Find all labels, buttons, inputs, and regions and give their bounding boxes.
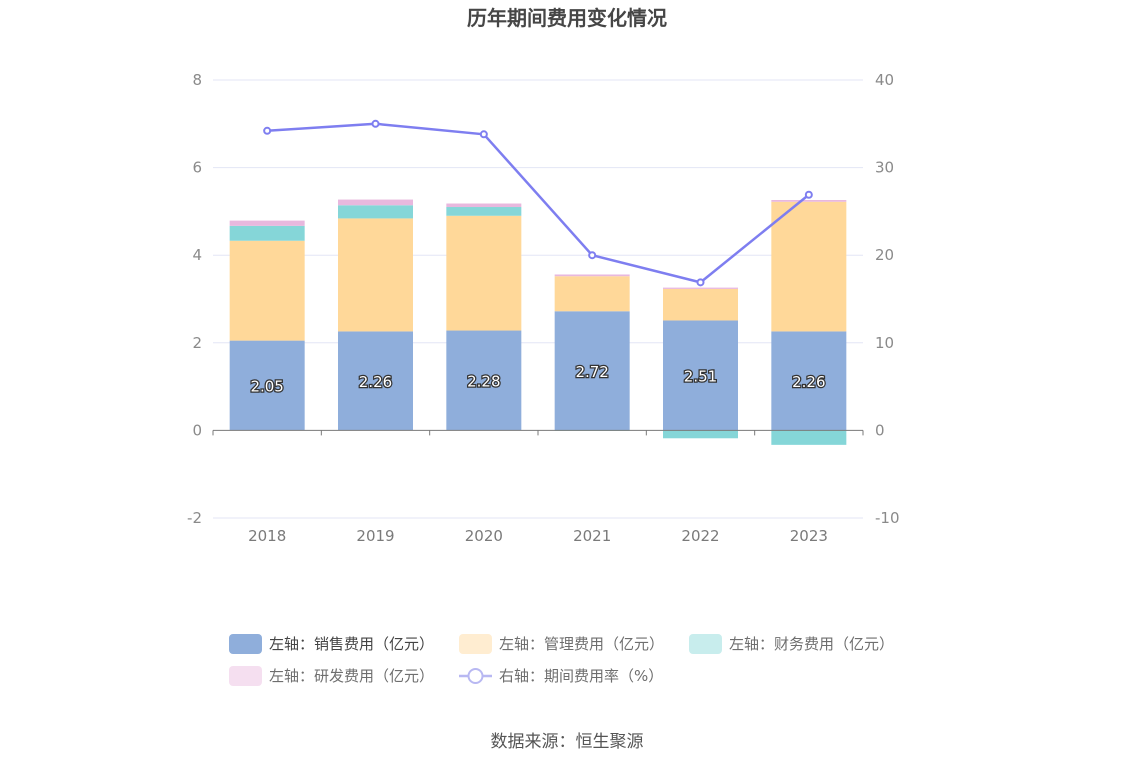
rate-point: [263, 126, 272, 135]
bar-segment: [663, 320, 738, 431]
legend-swatch: [689, 634, 722, 654]
y-right-tick-label: 30: [875, 159, 894, 177]
y-right-tick-label: 40: [875, 71, 894, 89]
bar-segment: [338, 218, 413, 332]
rate-line-series: [263, 119, 813, 287]
bar-value-label: 2.05: [250, 378, 283, 396]
bar-segment: [338, 331, 413, 431]
x-tick-label: 2019: [356, 527, 394, 545]
rate-point: [371, 119, 380, 128]
legend-label: 左轴：销售费用（亿元）: [269, 635, 434, 653]
bar-segment: [446, 203, 522, 208]
legend-item[interactable]: 右轴：期间费用率（%）: [459, 667, 663, 685]
bar-segment: [771, 430, 847, 445]
rate-point: [479, 130, 488, 139]
bar-segment: [338, 199, 413, 206]
legend: 左轴：销售费用（亿元） 左轴：管理费用（亿元） 左轴：财务费用（亿元） 左轴：研发费用…: [229, 634, 894, 686]
bar-segment: [446, 330, 522, 431]
bar-segment: [771, 201, 847, 332]
y-right-tick-label: 10: [875, 334, 894, 352]
bar-segment: [229, 225, 305, 241]
legend-item[interactable]: 左轴：财务费用（亿元）: [689, 634, 894, 654]
legend-label: 左轴：研发费用（亿元）: [269, 667, 434, 685]
legend-item[interactable]: 左轴：研发费用（亿元）: [229, 666, 434, 686]
y-left-tick-label: 4: [192, 246, 202, 264]
legend-marker: [467, 668, 484, 684]
y-right-tick-label: 0: [875, 421, 885, 439]
x-tick-label: 2021: [573, 527, 611, 545]
bar-value-label: 2.26: [359, 373, 392, 391]
x-tick-label: 2018: [248, 527, 286, 545]
bar-segment: [663, 288, 738, 321]
bar-segment: [771, 200, 847, 202]
bar-segment: [554, 274, 630, 277]
bar-segment: [663, 287, 738, 289]
rate-point: [696, 278, 705, 287]
bar-segment: [446, 207, 522, 216]
rate-line: [267, 122, 810, 284]
source-note: 数据来源：恒生聚源: [491, 732, 644, 752]
y-axis-right: -10 0 10 20 30 40: [875, 71, 900, 527]
y-right-tick-label: 20: [875, 246, 894, 264]
y-left-tick-label: -2: [187, 509, 202, 527]
y-left-tick-label: 2: [192, 334, 202, 352]
bar-segment: [229, 240, 305, 341]
rate-point: [588, 251, 597, 260]
y-axis-left: -2 0 2 4 6 8: [187, 71, 202, 527]
bar-segment: [229, 340, 305, 431]
x-axis: 2018 2019 2020 2021 2022 2023: [212, 429, 864, 545]
bar-value-label: 2.26: [792, 373, 825, 391]
bar-value-label: 2.72: [575, 363, 608, 381]
legend-item[interactable]: 左轴：销售费用（亿元）: [229, 634, 434, 654]
bar-segment: [771, 331, 847, 431]
x-tick-label: 2022: [681, 527, 719, 545]
legend-label: 左轴：财务费用（亿元）: [729, 635, 894, 653]
chart-title: 历年期间费用变化情况: [467, 6, 667, 30]
bar-segment: [554, 276, 630, 312]
bar-series: [229, 199, 847, 445]
bar-segment: [229, 220, 305, 226]
y-left-tick-label: 8: [192, 71, 202, 89]
legend-swatch: [459, 634, 492, 654]
bar-segment: [554, 311, 630, 431]
bar-segment: [446, 215, 522, 331]
data-labels: 2.05 2.26 2.28 2.72 2.51 2.26: [249, 362, 827, 397]
grid-lines: [213, 79, 863, 519]
bar-value-label: 2.28: [467, 372, 500, 390]
bar-segment: [663, 430, 738, 439]
y-left-tick-label: 6: [192, 159, 202, 177]
y-right-tick-label: -10: [875, 509, 900, 527]
legend-item[interactable]: 左轴：管理费用（亿元）: [459, 634, 664, 654]
x-tick-label: 2020: [465, 527, 503, 545]
x-tick-label: 2023: [790, 527, 828, 545]
legend-label: 左轴：管理费用（亿元）: [499, 635, 664, 653]
bar-value-label: 2.51: [684, 367, 717, 385]
legend-swatch: [229, 634, 262, 654]
rate-point: [804, 190, 813, 199]
bar-segment: [338, 205, 413, 219]
legend-label: 右轴：期间费用率（%）: [499, 667, 663, 685]
y-left-tick-label: 0: [192, 421, 202, 439]
legend-swatch: [229, 666, 262, 686]
